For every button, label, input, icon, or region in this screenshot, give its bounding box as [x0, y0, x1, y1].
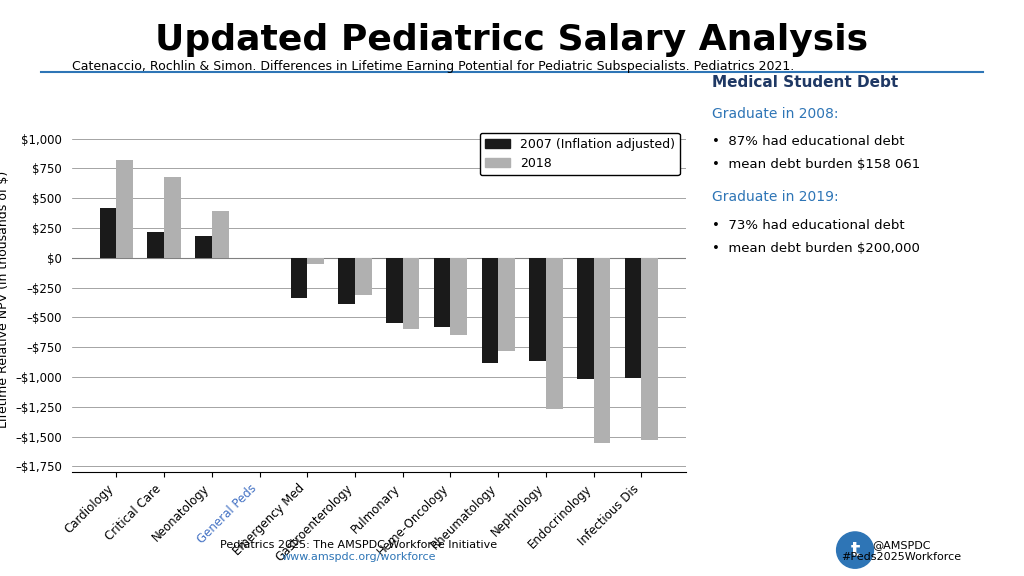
Text: •  87% had educational debt: • 87% had educational debt [712, 135, 904, 149]
Bar [499, 258, 515, 351]
Text: Graduate in 2008:: Graduate in 2008: [712, 107, 839, 120]
Text: www.amspdc.org/workforce: www.amspdc.org/workforce [282, 552, 435, 562]
Bar [196, 236, 212, 258]
Text: t: t [850, 541, 860, 559]
Bar [641, 258, 658, 440]
Text: Graduate in 2019:: Graduate in 2019: [712, 190, 839, 204]
Text: @AMSPDC: @AMSPDC [871, 540, 931, 550]
Bar [338, 258, 355, 304]
Circle shape [837, 532, 873, 568]
Legend: 2007 (Inflation adjusted), 2018: 2007 (Inflation adjusted), 2018 [480, 133, 680, 175]
Text: •  mean debt burden $200,000: • mean debt burden $200,000 [712, 242, 920, 255]
Text: Pediatrics 2025: The AMSPDC Workforce Initiative: Pediatrics 2025: The AMSPDC Workforce In… [220, 540, 497, 550]
Text: Updated Pediatricc Salary Analysis: Updated Pediatricc Salary Analysis [156, 23, 868, 57]
Bar [99, 208, 117, 258]
Bar [625, 258, 641, 378]
Bar [291, 258, 307, 298]
Text: #Peds2025Workforce: #Peds2025Workforce [841, 552, 962, 562]
Bar [529, 258, 546, 362]
Bar [147, 232, 164, 258]
Bar [577, 258, 594, 380]
Text: •  mean debt burden $158 061: • mean debt burden $158 061 [712, 158, 920, 172]
Bar [402, 258, 420, 329]
Bar [386, 258, 402, 323]
Text: •  73% had educational debt: • 73% had educational debt [712, 219, 904, 232]
Y-axis label: Lifetime Relative NPV (in thousands of $): Lifetime Relative NPV (in thousands of $… [0, 171, 9, 428]
Bar [451, 258, 467, 335]
Bar [546, 258, 562, 409]
Bar [481, 258, 499, 363]
Bar [307, 258, 324, 264]
Bar [164, 177, 181, 258]
Text: Catenaccio, Rochlin & Simon. Differences in Lifetime Earning Potential for Pedia: Catenaccio, Rochlin & Simon. Differences… [72, 60, 794, 74]
Text: Medical Student Debt: Medical Student Debt [712, 75, 898, 90]
Bar [594, 258, 610, 442]
Bar [212, 211, 228, 258]
Bar [355, 258, 372, 295]
Bar [434, 258, 451, 327]
Bar [117, 160, 133, 258]
